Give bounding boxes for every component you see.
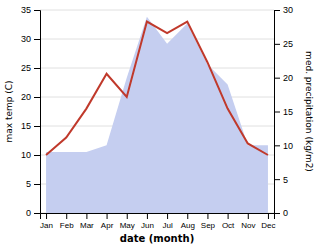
tick-label: 20 xyxy=(21,92,31,102)
tick-label: 15 xyxy=(21,121,31,131)
tick: Mar xyxy=(80,213,94,230)
tick-mark xyxy=(274,145,280,146)
tick-mark xyxy=(147,213,148,219)
y2-axis-title: med. precipitation (kg/m2) xyxy=(304,51,314,172)
tick: 5 xyxy=(26,179,40,189)
tick-label: 25 xyxy=(283,39,293,49)
tick-mark xyxy=(274,78,280,79)
tick-mark xyxy=(274,213,280,214)
tick: 10 xyxy=(274,141,293,151)
tick-label: 5 xyxy=(283,175,288,185)
tick: Jan xyxy=(40,213,53,230)
tick-label: May xyxy=(120,221,135,230)
tick-label: 10 xyxy=(283,141,293,151)
tick-mark xyxy=(187,213,188,219)
tick-label: 10 xyxy=(21,150,31,160)
tick-label: 25 xyxy=(21,63,31,73)
tick: 20 xyxy=(274,73,293,83)
tick-label: 30 xyxy=(283,5,293,15)
tick: 10 xyxy=(21,150,40,160)
tick-label: 15 xyxy=(283,107,293,117)
tick-label: Dec xyxy=(261,221,275,230)
tick-mark xyxy=(34,10,40,11)
tick-label: Mar xyxy=(80,221,94,230)
y-axis-title: max temp (C) xyxy=(4,80,14,142)
x-axis-title: date (month) xyxy=(120,233,194,244)
tick-label: 30 xyxy=(21,34,31,44)
tick-mark xyxy=(34,155,40,156)
tick: Apr xyxy=(101,213,114,230)
tick-mark xyxy=(34,97,40,98)
tick-label: Sep xyxy=(201,221,216,230)
tick-mark xyxy=(228,213,229,219)
tick: 5 xyxy=(274,175,288,185)
tick-mark xyxy=(274,44,280,45)
tick-mark xyxy=(34,39,40,40)
tick: 15 xyxy=(274,107,293,117)
tick-mark xyxy=(268,213,269,219)
tick: 30 xyxy=(274,5,293,15)
tick-mark xyxy=(167,213,168,219)
marks xyxy=(46,17,268,213)
y2-axis: 0 5 10 15 20 25 30 xyxy=(274,5,293,218)
tick-label: 20 xyxy=(283,73,293,83)
tick: 25 xyxy=(274,39,293,49)
tick-mark xyxy=(34,184,40,185)
axis-line xyxy=(41,214,275,220)
tick: Jul xyxy=(162,213,172,230)
tick-mark xyxy=(34,126,40,127)
tick: 0 xyxy=(26,208,40,218)
tick-mark xyxy=(34,213,40,214)
tick: Sep xyxy=(201,213,216,230)
tick-label: Aug xyxy=(181,221,195,230)
axis-line xyxy=(34,11,41,214)
plot-area: Jan Feb Mar Apr May Jun Jul Aug Sep Oct Nov Dec 0 5 10… xyxy=(4,5,314,244)
tick-mark xyxy=(86,213,87,219)
tick-mark xyxy=(274,112,280,113)
tick-label: Nov xyxy=(241,221,255,230)
tick-mark xyxy=(248,213,249,219)
tick: Aug xyxy=(181,213,195,230)
tick-label: Jun xyxy=(141,221,154,230)
tick: Feb xyxy=(60,213,74,230)
tick: May xyxy=(120,213,135,230)
tick: Nov xyxy=(241,213,255,230)
tick: 15 xyxy=(21,121,40,131)
tick-label: Oct xyxy=(222,221,235,230)
tick-label: 0 xyxy=(283,208,288,218)
tick-mark xyxy=(107,213,108,219)
tick-mark xyxy=(207,213,208,219)
tick: 0 xyxy=(274,208,288,218)
tick-label: 5 xyxy=(26,179,31,189)
tick-label: Jan xyxy=(40,221,53,230)
grid-line xyxy=(40,10,274,11)
chart: Jan Feb Mar Apr May Jun Jul Aug Sep Oct Nov Dec 0 5 10… xyxy=(0,0,318,247)
tick: 25 xyxy=(21,63,40,73)
chart-container: Jan Feb Mar Apr May Jun Jul Aug Sep Oct Nov Dec 0 5 10… xyxy=(0,0,318,247)
tick-mark xyxy=(34,68,40,69)
tick-mark xyxy=(66,213,67,219)
tick: 30 xyxy=(21,34,40,44)
tick-label: Jul xyxy=(162,221,172,230)
tick-label: 35 xyxy=(21,5,31,15)
line xyxy=(46,22,268,155)
tick-label: Apr xyxy=(101,221,114,230)
tick: 20 xyxy=(21,92,40,102)
tick-mark xyxy=(127,213,128,219)
x-axis: Jan Feb Mar Apr May Jun Jul Aug Sep Oct Nov Dec xyxy=(40,213,275,230)
axis-line xyxy=(275,11,281,214)
tick-mark xyxy=(46,213,47,219)
tick: Oct xyxy=(222,213,235,230)
grid xyxy=(40,10,274,213)
tick-mark xyxy=(274,10,280,11)
tick-label: 0 xyxy=(26,208,31,218)
y-axis: 0 5 10 15 20 25 30 35 xyxy=(21,5,41,218)
tick-label: Feb xyxy=(60,221,74,230)
area xyxy=(46,17,268,213)
tick: Dec xyxy=(261,213,275,230)
tick: Jun xyxy=(141,213,154,230)
tick: 35 xyxy=(21,5,40,15)
tick-mark xyxy=(274,179,280,180)
